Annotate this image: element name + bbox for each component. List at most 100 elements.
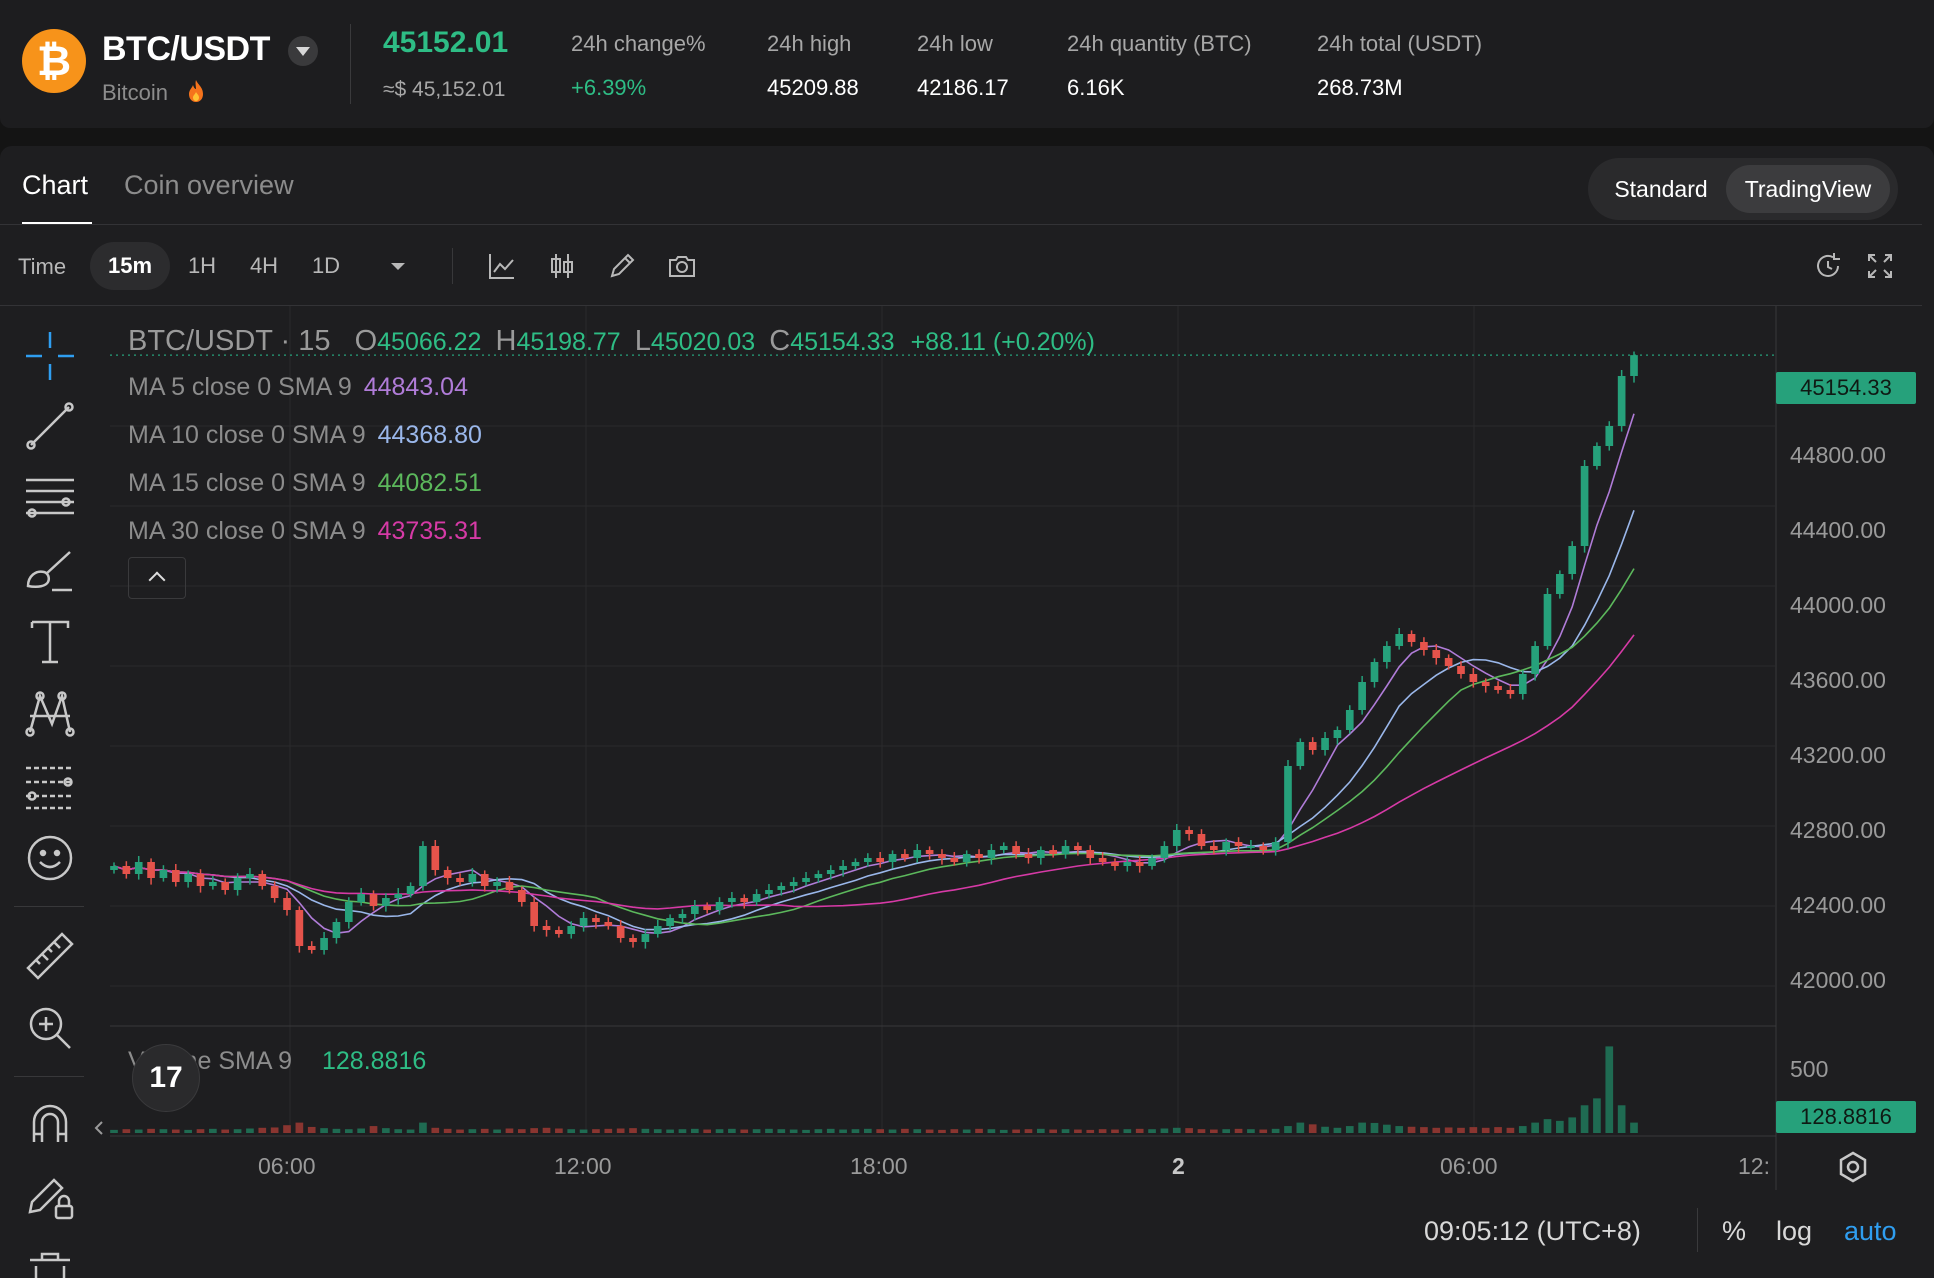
volume-bar (209, 1128, 217, 1133)
candle-body (678, 914, 687, 918)
magnet-icon[interactable] (22, 1096, 78, 1152)
tabs-divider (0, 224, 1922, 225)
fullscreen-icon[interactable] (1864, 250, 1896, 282)
volume-bar (320, 1128, 328, 1133)
brush-icon[interactable] (22, 542, 78, 598)
candle-body (1481, 682, 1490, 686)
ma30-legend: MA 30 close 0 SMA 9 43735.31 (128, 517, 482, 546)
horizontal-lines-icon[interactable] (22, 470, 78, 526)
draw-pen-icon[interactable] (606, 250, 638, 282)
fib-retracement-icon[interactable] (22, 758, 78, 814)
volume-bar (1012, 1129, 1020, 1133)
pair-title[interactable]: BTC/USDT (102, 30, 270, 68)
volume-bar (171, 1129, 180, 1133)
candle-body (1197, 834, 1206, 846)
percent-scale-toggle[interactable]: % (1722, 1216, 1747, 1246)
scroll-left-icon[interactable] (92, 1118, 106, 1138)
price-axis-label: 42400.00 (1790, 892, 1886, 918)
volume-bar (344, 1129, 353, 1133)
volume-bar (1345, 1126, 1354, 1133)
close-label: C (769, 325, 791, 357)
ma30-value: 43735.31 (377, 517, 482, 545)
volume-bar (517, 1129, 526, 1133)
volume-bar (1333, 1127, 1342, 1133)
volume-bar (1395, 1126, 1404, 1133)
candle-body (1271, 842, 1280, 850)
timeframe-15m[interactable]: 15m (90, 242, 170, 290)
pattern-icon[interactable] (22, 686, 78, 742)
volume-bar (1148, 1129, 1156, 1133)
candle-body (1321, 738, 1329, 750)
lock-drawing-icon[interactable] (22, 1168, 78, 1224)
candle-body (1012, 846, 1020, 854)
last-price-tag: 45154.33 (1776, 372, 1916, 404)
candle-body (1135, 862, 1144, 866)
crosshair-icon[interactable] (22, 328, 78, 384)
tab-chart[interactable]: Chart (22, 170, 89, 200)
candle-body (1148, 858, 1156, 866)
chart-type-candles-icon[interactable] (546, 250, 578, 282)
volume-bar (110, 1129, 118, 1133)
volume-bar (394, 1129, 403, 1133)
reset-chart-icon[interactable] (1812, 250, 1844, 282)
timeframe-4h[interactable]: 4H (249, 253, 279, 278)
price-axis-label: 44400.00 (1790, 517, 1886, 543)
volume-bar (147, 1128, 155, 1133)
ruler-icon[interactable] (22, 928, 78, 984)
screenshot-camera-icon[interactable] (666, 250, 698, 282)
volume-bar (270, 1127, 279, 1133)
volume-bar (938, 1129, 946, 1133)
volume-bar (1160, 1128, 1169, 1133)
candle-body (1432, 650, 1441, 658)
trash-icon[interactable] (22, 1240, 78, 1278)
chart-symbol-line: BTC/USDT · 15 O45066.22 H45198.77 L45020… (128, 325, 1095, 358)
volume-bar (1296, 1122, 1305, 1133)
auto-scale-toggle[interactable]: auto (1844, 1216, 1897, 1246)
volume-bar (863, 1128, 872, 1133)
candle-body (419, 846, 427, 886)
volume-bar (888, 1129, 897, 1133)
trend-line-icon[interactable] (22, 398, 78, 454)
zoom-in-icon[interactable] (22, 1000, 78, 1056)
timeframe-1h[interactable]: 1H (187, 253, 217, 278)
timeframe-1d[interactable]: 1D (311, 253, 341, 278)
volume-bar (307, 1126, 316, 1133)
ma15-value: 44082.51 (377, 469, 482, 497)
candle-body (1074, 846, 1082, 850)
log-scale-toggle[interactable]: log (1776, 1216, 1813, 1246)
candle-body (295, 910, 304, 946)
low-value: 45020.03 (650, 328, 756, 356)
volume-bar (1630, 1122, 1638, 1133)
chart-settings-icon[interactable] (1836, 1150, 1870, 1184)
tradingview-view-button[interactable]: TradingView (1726, 165, 1890, 213)
volume-bar (1086, 1129, 1095, 1133)
tradingview-logo-icon[interactable]: 17 (132, 1044, 200, 1112)
volume-bar (555, 1128, 563, 1133)
pair-dropdown-icon[interactable] (288, 36, 318, 66)
candle-body (283, 898, 291, 910)
standard-view-button[interactable]: Standard (1614, 176, 1708, 202)
clock-timezone[interactable]: 09:05:12 (UTC+8) (1424, 1216, 1641, 1246)
tab-coin-overview[interactable]: Coin overview (124, 170, 294, 200)
volume-bar (715, 1129, 724, 1133)
collapse-legend-button[interactable] (128, 557, 186, 599)
volume-bar (579, 1129, 588, 1133)
candle-body (493, 882, 501, 886)
text-tool-icon[interactable] (22, 614, 78, 670)
volume-bar (1234, 1128, 1243, 1133)
candle-body (1024, 854, 1033, 858)
volume-bar (1444, 1127, 1453, 1133)
emoji-icon[interactable] (22, 830, 78, 886)
candle-body (938, 854, 946, 858)
volume-bar (1172, 1127, 1181, 1133)
price-axis-label: 44000.00 (1790, 592, 1886, 618)
candle-body (1234, 842, 1243, 846)
volume-bar (1222, 1129, 1231, 1133)
more-timeframes-chevron-icon[interactable] (382, 250, 414, 282)
candle-body (147, 862, 155, 878)
candle-body (171, 870, 180, 882)
volume-bar (283, 1125, 291, 1133)
candle-body (1506, 690, 1515, 694)
indicators-icon[interactable] (486, 250, 518, 282)
